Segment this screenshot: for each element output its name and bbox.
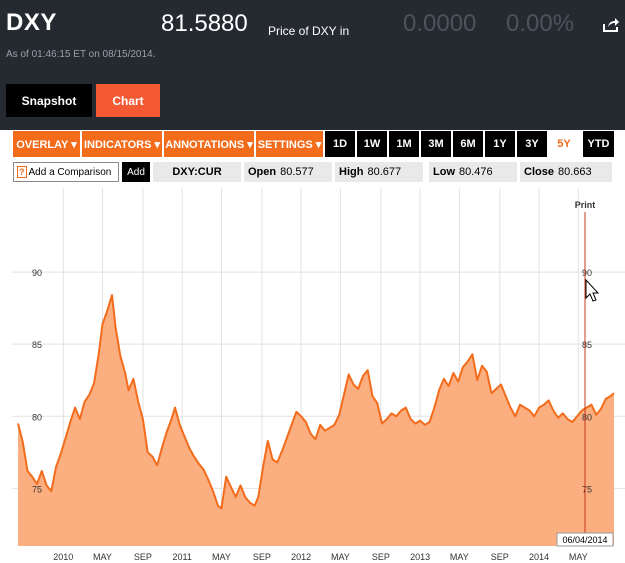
chart-toolbar: OVERLAY ▾ INDICATORS ▾ ANNOTATIONS ▾ SET…	[13, 131, 325, 157]
high-value: 80.677	[367, 166, 402, 178]
range-1y-button[interactable]: 1Y	[485, 131, 515, 157]
symbol-label: DXY:CUR	[153, 162, 241, 182]
close-value: 80.663	[557, 166, 592, 178]
x-tick-label: SEP	[253, 552, 271, 562]
high-label: High	[339, 166, 364, 178]
print-link[interactable]: Print	[575, 200, 596, 210]
x-tick-label: SEP	[491, 552, 509, 562]
x-tick-label: 2010	[53, 552, 73, 562]
close-label: Close	[524, 166, 554, 178]
high-stat: High 80.677	[335, 162, 423, 182]
x-tick-label: SEP	[372, 552, 390, 562]
annotations-menu[interactable]: ANNOTATIONS ▾	[164, 131, 254, 157]
cursor-date-box	[556, 532, 614, 547]
quote-header: DXY 81.5880 Price of DXY in 0.0000 0.00%…	[0, 0, 625, 130]
price-chart[interactable]: 75 75 80 80 85 85 90 90 2010 MAY SEP 2011 MAY SEP 2012…	[12, 188, 625, 563]
ticker-symbol: DXY	[6, 9, 57, 36]
y-tick-label-right: 75	[582, 484, 592, 494]
open-label: Open	[248, 166, 277, 178]
close-stat: Close 80.663	[520, 162, 612, 182]
x-tick-label: SEP	[134, 552, 152, 562]
range-5y-button[interactable]: 5Y	[549, 131, 579, 157]
cursor-date-label: 06/04/2014	[562, 535, 607, 545]
open-value: 80.577	[280, 166, 314, 178]
x-tick-label: 2014	[529, 552, 549, 562]
settings-menu[interactable]: SETTINGS ▾	[256, 131, 323, 157]
add-comparison-placeholder: Add a Comparison	[28, 166, 112, 178]
open-stat: Open 80.577	[244, 162, 332, 182]
y-tick-label-left: 90	[32, 268, 42, 278]
x-tick-label: MAY	[450, 552, 469, 562]
last-price: 81.5880	[161, 10, 248, 37]
tab-chart[interactable]: Chart	[96, 84, 160, 117]
add-comparison-button[interactable]: Add	[122, 162, 150, 182]
as-of-timestamp: As of 01:46:15 ET on 08/15/2014.	[6, 49, 156, 60]
x-tick-label: 2011	[172, 552, 191, 562]
range-3y-button[interactable]: 3Y	[517, 131, 547, 157]
x-tick-label: 2012	[291, 552, 311, 562]
price-description: Price of DXY in	[268, 24, 350, 38]
x-tick-label: MAY	[212, 552, 231, 562]
x-tick-label: MAY	[93, 552, 112, 562]
y-tick-label-right: 80	[582, 412, 592, 422]
indicators-menu[interactable]: INDICATORS ▾	[82, 131, 162, 157]
price-change-percent: 0.00%	[506, 10, 575, 37]
range-6m-button[interactable]: 6M	[453, 131, 483, 157]
help-icon[interactable]: ?	[17, 166, 27, 178]
overlay-menu[interactable]: OVERLAY ▾	[13, 131, 80, 157]
range-1w-button[interactable]: 1W	[357, 131, 387, 157]
y-tick-label-left: 80	[32, 412, 42, 422]
low-label: Low	[433, 166, 455, 178]
x-tick-label: MAY	[331, 552, 350, 562]
x-tick-label: 2013	[410, 552, 430, 562]
y-tick-label-left: 75	[32, 484, 42, 494]
y-tick-label-left: 85	[32, 340, 42, 350]
tab-snapshot[interactable]: Snapshot	[6, 84, 92, 117]
mouse-pointer-icon	[585, 278, 600, 302]
low-stat: Low 80.476	[429, 162, 517, 182]
range-1m-button[interactable]: 1M	[389, 131, 419, 157]
range-1d-button[interactable]: 1D	[325, 131, 355, 157]
y-tick-label-right: 90	[582, 268, 592, 278]
x-tick-label: MAY	[569, 552, 588, 562]
range-3m-button[interactable]: 3M	[421, 131, 451, 157]
share-icon[interactable]	[602, 17, 620, 33]
price-area-fill	[18, 295, 614, 546]
y-tick-label-right: 85	[582, 340, 592, 350]
low-value: 80.476	[459, 166, 493, 178]
range-ytd-button[interactable]: YTD	[583, 131, 614, 157]
price-change: 0.0000	[403, 10, 477, 37]
price-line	[17, 294, 615, 510]
add-comparison-input[interactable]: ? Add a Comparison	[13, 162, 119, 182]
